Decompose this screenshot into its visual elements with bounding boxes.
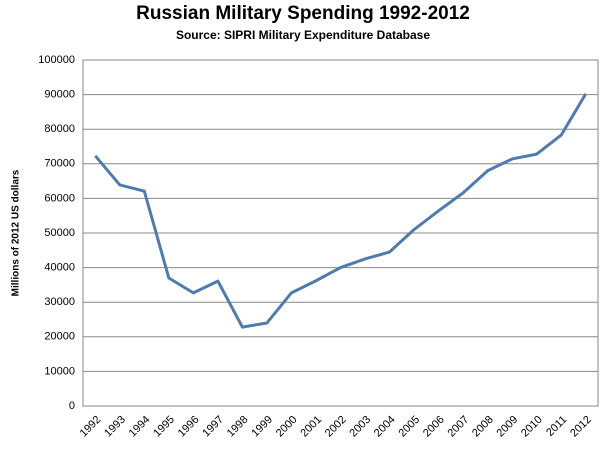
x-tick-label: 1997	[200, 414, 226, 440]
chart-subtitle: Source: SIPRI Military Expenditure Datab…	[176, 28, 430, 42]
x-tick-label: 2000	[274, 414, 300, 440]
x-tick-label: 1999	[249, 414, 275, 440]
x-tick-label: 2005	[396, 414, 422, 440]
y-axis-label: Millions of 2012 US dollars	[11, 169, 22, 296]
data-line	[94, 93, 588, 329]
y-tick-label: 90000	[44, 89, 75, 101]
chart-title: Russian Military Spending 1992-2012	[136, 3, 470, 24]
y-tick-label: 70000	[44, 158, 75, 170]
x-tick-label: 1993	[102, 414, 128, 440]
x-tick-label: 1995	[151, 414, 177, 440]
x-tick-label: 2009	[495, 414, 521, 440]
x-tick-label: 2002	[323, 414, 349, 440]
x-tick-label: 2006	[421, 414, 447, 440]
x-tick-label: 2010	[519, 414, 545, 440]
x-tick-label: 1994	[127, 414, 153, 440]
x-tick-label: 1996	[176, 414, 202, 440]
y-tick-label: 0	[69, 400, 75, 412]
x-tick-label: 2008	[470, 414, 496, 440]
x-tick-label: 2012	[568, 414, 594, 440]
x-tick-label: 2004	[372, 414, 398, 440]
x-tick-label: 2007	[445, 414, 471, 440]
x-tick-label: 2011	[544, 414, 569, 439]
y-tick-label: 50000	[44, 227, 75, 239]
x-tick-label: 2003	[347, 414, 373, 440]
x-tick-label: 1998	[225, 414, 251, 440]
y-tick-label: 80000	[44, 123, 75, 135]
y-tick-label: 20000	[44, 331, 75, 343]
y-tick-label: 10000	[44, 365, 75, 377]
x-tick-label: 1992	[78, 414, 104, 440]
y-tick-label: 30000	[44, 296, 75, 308]
x-tick-label: 2001	[298, 414, 324, 440]
y-tick-label: 100000	[38, 54, 75, 66]
y-tick-label: 40000	[44, 262, 75, 274]
y-tick-label: 60000	[44, 192, 75, 204]
